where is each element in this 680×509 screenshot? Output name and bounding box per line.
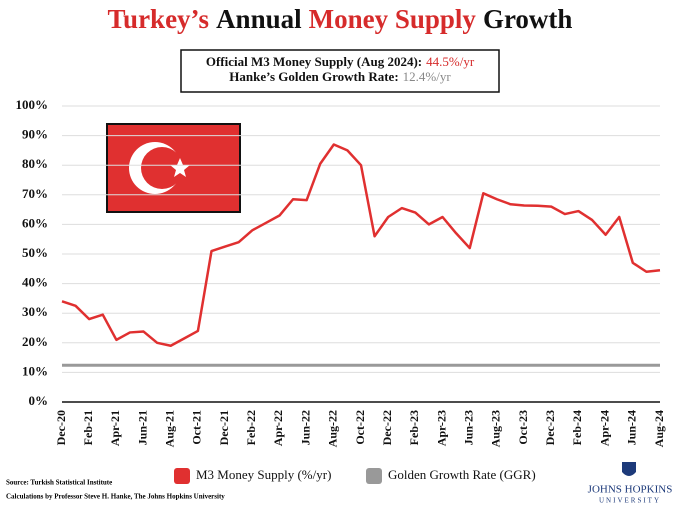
logo-sub: UNIVERSITY bbox=[599, 497, 661, 505]
y-tick-label: 10% bbox=[22, 363, 48, 378]
x-tick-label: Dec-20 bbox=[54, 410, 68, 445]
credit: Calculations by Professor Steve H. Hanke… bbox=[6, 493, 225, 501]
chart-title: Turkey’s Annual Money Supply Growth bbox=[108, 4, 573, 34]
x-tick-label: Apr-23 bbox=[434, 410, 448, 446]
y-tick-label: 90% bbox=[22, 127, 48, 142]
x-tick-label: Oct-22 bbox=[353, 410, 367, 445]
annotation-label: Hanke’s Golden Growth Rate: bbox=[229, 69, 398, 84]
x-tick-label: Aug-23 bbox=[489, 410, 503, 447]
x-tick-label: Feb-24 bbox=[570, 410, 584, 445]
annotation-box bbox=[180, 49, 500, 93]
x-tick-label: Oct-23 bbox=[516, 410, 530, 445]
title-part: Money Supply bbox=[309, 4, 477, 34]
annotation-label: Official M3 Money Supply (Aug 2024): bbox=[206, 54, 422, 69]
x-tick-label: Dec-23 bbox=[543, 410, 557, 445]
annotation: Official M3 Money Supply (Aug 2024): 44.5… bbox=[206, 54, 475, 84]
x-tick-label: Feb-23 bbox=[407, 410, 421, 445]
y-tick-label: 60% bbox=[22, 215, 48, 230]
x-tick-label: Dec-21 bbox=[217, 410, 231, 445]
title-part: Annual bbox=[216, 4, 302, 34]
x-tick-label: Jun-21 bbox=[135, 410, 149, 445]
y-tick-label: 40% bbox=[22, 275, 48, 290]
legend-swatch bbox=[366, 468, 382, 484]
legend-swatch bbox=[174, 468, 190, 484]
annotation-value: 44.5%/yr bbox=[426, 54, 475, 69]
logo: JOHNS HOPKINS UNIVERSITY bbox=[588, 462, 673, 505]
y-tick-label: 0% bbox=[29, 393, 49, 408]
x-tick-label: Feb-22 bbox=[244, 410, 258, 445]
y-tick-label: 100% bbox=[16, 97, 49, 112]
title-part: Growth bbox=[483, 4, 573, 34]
y-tick-label: 50% bbox=[22, 245, 48, 260]
title-part: Turkey’s bbox=[108, 4, 210, 34]
x-tick-label: Dec-22 bbox=[380, 410, 394, 445]
y-tick-label: 30% bbox=[22, 304, 48, 319]
x-tick-label: Jun-24 bbox=[625, 410, 639, 445]
source: Source: Turkish Statistical Institute bbox=[6, 479, 112, 487]
x-tick-label: Jun-22 bbox=[298, 410, 312, 445]
x-tick-label: Oct-21 bbox=[190, 410, 204, 445]
x-tick-label: Aug-24 bbox=[652, 410, 666, 447]
line-series bbox=[61, 143, 661, 348]
legend-label: Golden Growth Rate (GGR) bbox=[388, 467, 536, 482]
y-tick-label: 70% bbox=[22, 186, 48, 201]
x-tick-label: Apr-21 bbox=[108, 410, 122, 446]
x-tick-label: Aug-21 bbox=[162, 410, 176, 447]
x-tick-label: Apr-24 bbox=[597, 410, 611, 446]
x-tick-label: Jun-23 bbox=[461, 410, 475, 445]
x-tick-label: Feb-21 bbox=[81, 410, 95, 445]
legend-label: M3 Money Supply (%/yr) bbox=[196, 467, 331, 482]
flag bbox=[106, 123, 241, 213]
logo-name: JOHNS HOPKINS bbox=[588, 484, 673, 496]
x-tick-label: Aug-22 bbox=[326, 410, 340, 447]
annotation-value: 12.4%/yr bbox=[403, 69, 452, 84]
x-tick-label: Apr-22 bbox=[271, 410, 285, 446]
y-tick-label: 20% bbox=[22, 334, 48, 349]
y-tick-label: 80% bbox=[22, 156, 48, 171]
